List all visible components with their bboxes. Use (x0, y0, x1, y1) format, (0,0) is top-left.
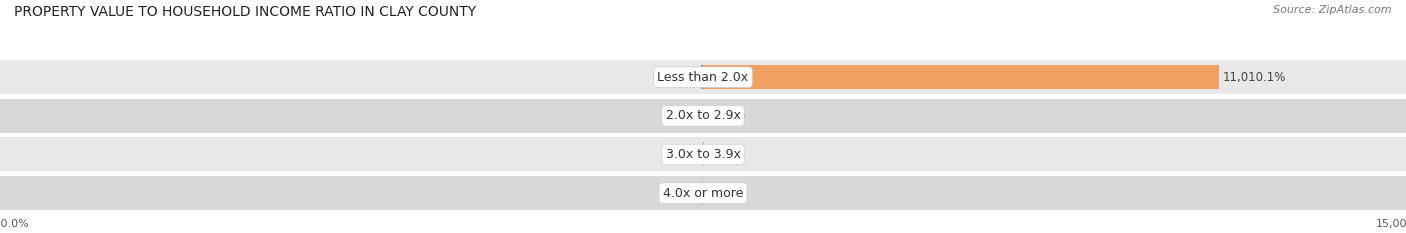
Text: 9.3%: 9.3% (669, 109, 699, 122)
Text: PROPERTY VALUE TO HOUSEHOLD INCOME RATIO IN CLAY COUNTY: PROPERTY VALUE TO HOUSEHOLD INCOME RATIO… (14, 5, 477, 19)
Text: 3.0x to 3.9x: 3.0x to 3.9x (665, 148, 741, 161)
Text: 10.2%: 10.2% (661, 148, 699, 161)
Text: Source: ZipAtlas.com: Source: ZipAtlas.com (1274, 5, 1392, 15)
Bar (0, 137, 1406, 171)
Bar (0, 99, 1406, 133)
Text: 44.1%: 44.1% (659, 71, 697, 84)
Bar (703, 104, 704, 128)
Text: 8.1%: 8.1% (707, 187, 737, 200)
Text: 11,010.1%: 11,010.1% (1223, 71, 1286, 84)
Text: Less than 2.0x: Less than 2.0x (658, 71, 748, 84)
Text: 2.0x to 2.9x: 2.0x to 2.9x (665, 109, 741, 122)
Text: 4.0x or more: 4.0x or more (662, 187, 744, 200)
Text: 42.5%: 42.5% (709, 109, 747, 122)
Bar (703, 65, 1219, 89)
Bar (702, 65, 703, 89)
Text: 36.0%: 36.0% (661, 187, 697, 200)
Bar (702, 181, 703, 205)
Bar (0, 60, 1406, 94)
Text: 15.3%: 15.3% (707, 148, 745, 161)
Bar (0, 176, 1406, 210)
